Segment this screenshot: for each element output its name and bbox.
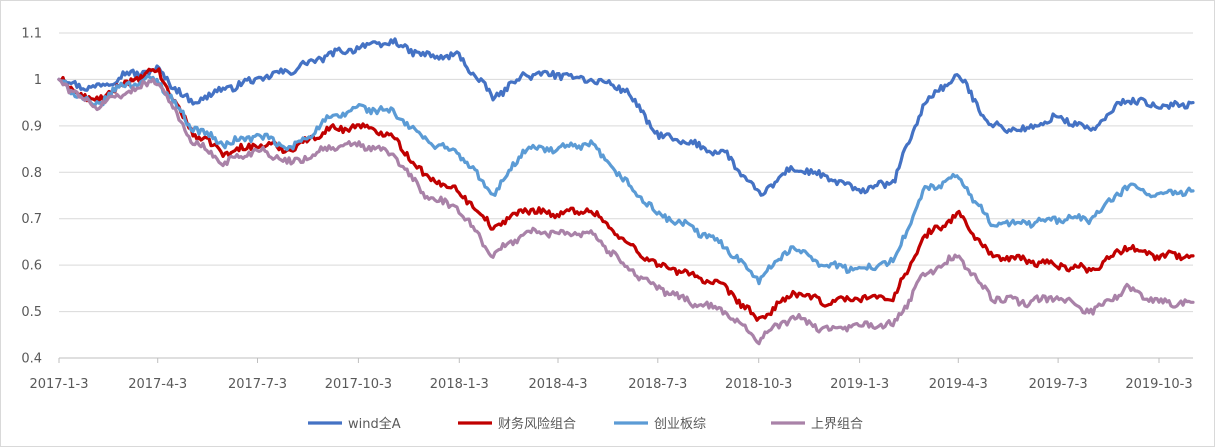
x-tick-label: 2017-4-3 [128,377,187,392]
x-tick-label: 2018-1-3 [430,377,489,392]
x-tick-label: 2019-7-3 [1029,377,1088,392]
series-line [57,77,1195,346]
x-tick-label: 2018-7-3 [628,377,687,392]
y-tick-label: 0.6 [21,259,42,274]
x-axis-ticks: 2017-1-3 2017-4-3 2017-7-3 2017-10-3 2018-1-… [29,358,1193,392]
x-tick-label: 2019-1-3 [830,377,889,392]
legend: wind全A 财务风险组合 创业板综 上界组合 [308,416,863,432]
x-tick-label: 2017-1-3 [29,377,88,392]
y-tick-label: 0.8 [21,166,42,181]
series-line [57,37,1195,197]
legend-label: 上界组合 [811,417,863,432]
legend-label: wind全A [348,416,401,432]
series-line [57,67,1195,322]
legend-label: 创业板综 [654,417,706,432]
y-tick-label: 1 [34,73,42,88]
y-tick-label: 0.9 [21,119,42,134]
y-tick-label: 0.7 [21,212,42,227]
x-tick-label: 2018-10-3 [725,377,792,392]
y-tick-label: 1.1 [21,27,42,42]
legend-label: 财务风险组合 [498,416,576,432]
y-tick-label: 0.4 [21,352,42,367]
series-lines [57,37,1195,346]
y-tick-label: 0.5 [21,305,42,320]
x-tick-label: 2018-4-3 [528,377,587,392]
series-line [57,74,1195,286]
x-tick-label: 2019-10-3 [1125,377,1192,392]
x-tick-label: 2019-4-3 [929,377,988,392]
x-tick-label: 2017-10-3 [325,377,392,392]
gridlines [59,32,1193,313]
x-tick-label: 2017-7-3 [228,377,287,392]
y-axis-ticks: 0.4 0.5 0.6 0.7 0.8 0.9 1 1.1 [21,27,42,367]
